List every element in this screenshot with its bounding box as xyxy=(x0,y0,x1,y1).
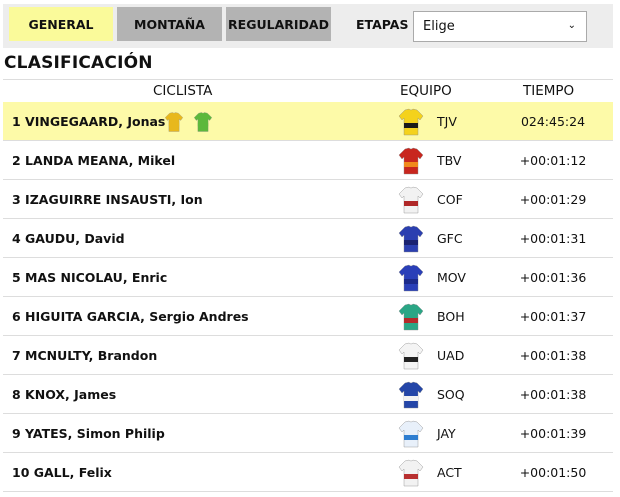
column-header-rider: CICLISTA xyxy=(153,83,213,99)
table-row[interactable]: 1 VINGEGAARD, Jonas TJV 024:45:24 xyxy=(3,102,613,141)
team-code: MOV xyxy=(437,270,466,285)
team-code: ACT xyxy=(437,465,462,480)
rider-time: +00:01:37 xyxy=(519,309,587,324)
rider-time: 024:45:24 xyxy=(520,114,586,129)
rider-time: +00:01:38 xyxy=(519,387,587,402)
rider-name[interactable]: 5 MAS NICOLAU, Enric xyxy=(12,270,168,285)
team-code: TBV xyxy=(437,153,462,168)
rider-name[interactable]: 6 HIGUITA GARCIA, Sergio Andres xyxy=(12,309,249,324)
rider-time: +00:01:38 xyxy=(519,348,587,363)
team-code: COF xyxy=(437,192,463,207)
green-jersey-icon xyxy=(192,110,214,134)
table-row[interactable]: 9 YATES, Simon Philip JAY +00:01:39 xyxy=(3,414,613,453)
table-row[interactable]: 10 GALL, Felix ACT +00:01:50 xyxy=(3,453,613,492)
rider-name[interactable]: 4 GAUDU, David xyxy=(12,231,125,246)
table-row[interactable]: 7 MCNULTY, Brandon UAD +00:01:38 xyxy=(3,336,613,375)
team-code: SOQ xyxy=(437,387,465,402)
etapas-label: ETAPAS xyxy=(356,16,409,32)
yellow-jersey-icon xyxy=(163,110,185,134)
team-jersey-icon xyxy=(396,185,426,215)
rider-time: +00:01:12 xyxy=(519,153,587,168)
rider-name[interactable]: 9 YATES, Simon Philip xyxy=(12,426,165,441)
column-header-team: EQUIPO xyxy=(400,83,452,99)
page-title: CLASIFICACIÓN xyxy=(4,53,153,73)
rider-time: +00:01:29 xyxy=(519,192,587,207)
table-row[interactable]: 5 MAS NICOLAU, Enric MOV +00:01:36 xyxy=(3,258,613,297)
team-code: UAD xyxy=(437,348,465,363)
rider-name[interactable]: 3 IZAGUIRRE INSAUSTI, Ion xyxy=(12,192,203,207)
rider-name[interactable]: 8 KNOX, James xyxy=(12,387,117,402)
rider-time: +00:01:50 xyxy=(519,465,587,480)
table-row[interactable]: 6 HIGUITA GARCIA, Sergio Andres BOH +00:… xyxy=(3,297,613,336)
team-jersey-icon xyxy=(396,419,426,449)
team-code: JAY xyxy=(437,426,456,441)
rider-name[interactable]: 1 VINGEGAARD, Jonas xyxy=(12,114,166,129)
tab-regularidad[interactable]: REGULARIDAD xyxy=(226,7,331,41)
team-jersey-icon xyxy=(396,224,426,254)
team-jersey-icon xyxy=(396,146,426,176)
rider-time: +00:01:39 xyxy=(519,426,587,441)
table-row[interactable]: 8 KNOX, James SOQ +00:01:38 xyxy=(3,375,613,414)
table-row[interactable]: 3 IZAGUIRRE INSAUSTI, Ion COF +00:01:29 xyxy=(3,180,613,219)
team-code: GFC xyxy=(437,231,463,246)
team-jersey-icon xyxy=(396,380,426,410)
table-header: CICLISTA EQUIPO TIEMPO xyxy=(3,79,613,102)
table-row[interactable]: 4 GAUDU, David GFC +00:01:31 xyxy=(3,219,613,258)
team-jersey-icon xyxy=(396,302,426,332)
team-code: BOH xyxy=(437,309,465,324)
team-jersey-icon xyxy=(396,107,426,137)
tab-general[interactable]: GENERAL xyxy=(9,7,113,41)
team-code: TJV xyxy=(437,114,457,129)
rider-name[interactable]: 2 LANDA MEANA, Mikel xyxy=(12,153,176,168)
rider-name[interactable]: 7 MCNULTY, Brandon xyxy=(12,348,158,363)
chevron-down-icon: ⌄ xyxy=(567,20,576,31)
rider-time: +00:01:36 xyxy=(519,270,587,285)
etapas-selected-value: Elige xyxy=(423,19,455,34)
etapas-select[interactable]: Elige ⌄ xyxy=(413,11,587,42)
team-jersey-icon xyxy=(396,341,426,371)
tab-montana[interactable]: MONTAÑA xyxy=(117,7,222,41)
table-row[interactable]: 2 LANDA MEANA, Mikel TBV +00:01:12 xyxy=(3,141,613,180)
team-jersey-icon xyxy=(396,263,426,293)
column-header-time: TIEMPO xyxy=(523,83,575,99)
team-jersey-icon xyxy=(396,458,426,488)
rider-name[interactable]: 10 GALL, Felix xyxy=(12,465,112,480)
rider-time: +00:01:31 xyxy=(519,231,587,246)
